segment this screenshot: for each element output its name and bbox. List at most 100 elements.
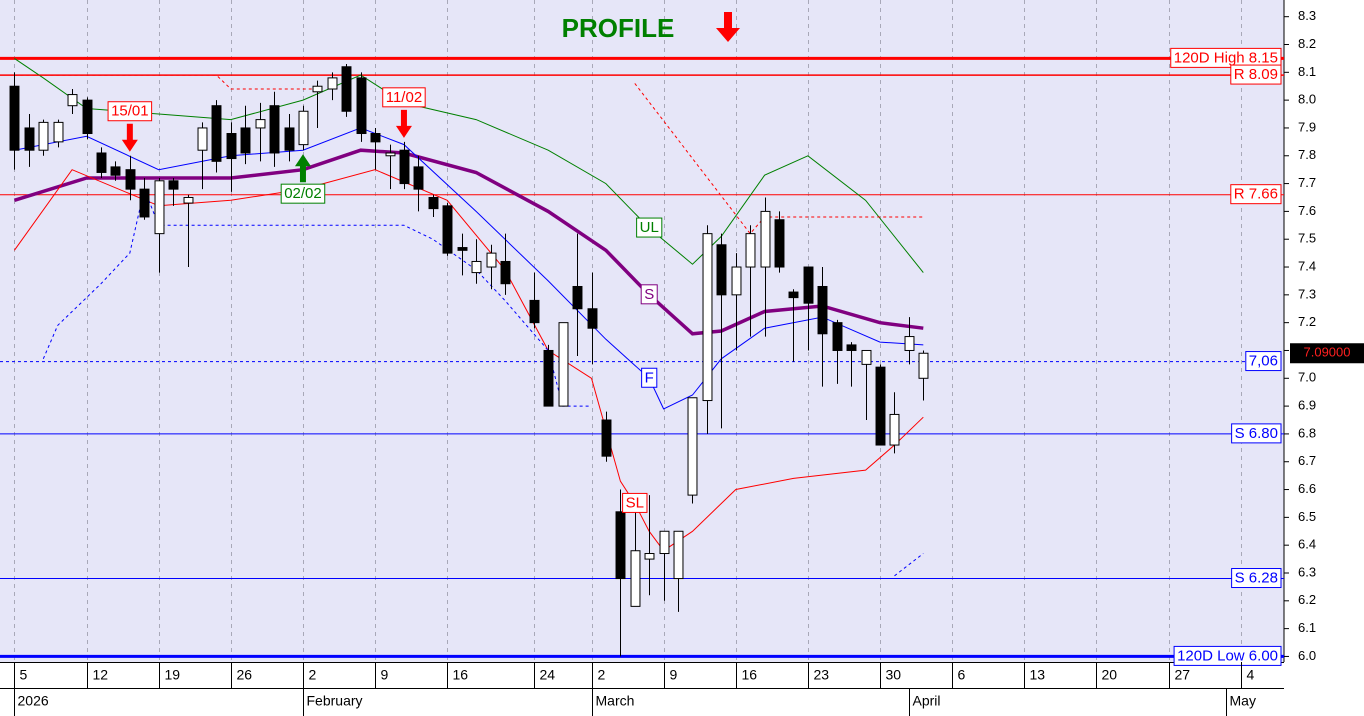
- candle-body: [875, 366, 886, 446]
- candle-body: [832, 322, 843, 351]
- level-label: S 6.80: [1235, 425, 1278, 442]
- candle-body: [139, 188, 150, 218]
- y-tick-label: 6.3: [1298, 564, 1316, 579]
- candle-body: [53, 121, 64, 143]
- series-label-box: [622, 492, 648, 513]
- candle-body: [125, 169, 136, 190]
- candle-body: [9, 85, 20, 151]
- y-tick-label: 8.3: [1298, 8, 1316, 23]
- series-label: SL: [626, 494, 644, 511]
- x-tick-label: 20: [1102, 667, 1118, 683]
- annotation-arrow: [294, 154, 311, 183]
- level-label-box: [1173, 645, 1282, 666]
- x-tick-label: 9: [381, 667, 389, 683]
- candle-body: [457, 247, 468, 251]
- candle-body: [82, 99, 93, 135]
- x-tick-label: 16: [742, 667, 758, 683]
- candle-body: [644, 553, 655, 560]
- level-label-box: [1231, 423, 1282, 444]
- title-arrow: [716, 12, 740, 42]
- annotation-label: 11/02: [386, 89, 422, 106]
- candle-body: [486, 252, 497, 268]
- chart-title: PROFILE: [562, 13, 675, 43]
- x-tick-label: 4: [1247, 667, 1255, 683]
- candle-body: [587, 308, 598, 329]
- candle-body: [731, 266, 742, 296]
- month-label: April: [913, 693, 941, 709]
- level-label: 120D High 8.15: [1174, 49, 1278, 66]
- series-label-box: [640, 284, 658, 305]
- candle-body: [702, 233, 713, 402]
- y-tick-label: 7.9: [1298, 119, 1316, 134]
- candle-body: [788, 291, 799, 299]
- y-tick-label: 7.5: [1298, 231, 1316, 246]
- candle-body: [413, 166, 424, 190]
- candle-body: [442, 205, 453, 254]
- candle-body: [183, 196, 194, 204]
- y-tick-label: 6.5: [1298, 509, 1316, 524]
- indicator-line: [13, 148, 924, 336]
- x-tick-label: 13: [1030, 667, 1046, 683]
- x-tick-label: 16: [453, 667, 469, 683]
- candle-body: [399, 149, 410, 185]
- y-tick-label: 8.1: [1298, 64, 1316, 79]
- candle-body: [543, 349, 554, 407]
- x-tick-label: 2: [309, 667, 317, 683]
- indicator-line: [42, 187, 924, 577]
- candle-body: [760, 210, 771, 268]
- y-tick-label: 6.0: [1298, 648, 1316, 663]
- series-label: UL: [640, 219, 659, 236]
- level-label: S 6.28: [1235, 570, 1278, 587]
- candle-body: [601, 419, 612, 457]
- annotation-arrow: [121, 123, 138, 152]
- level-label-box: [1231, 568, 1282, 589]
- candle-body: [370, 133, 381, 143]
- month-label: March: [596, 693, 635, 709]
- candle-body: [255, 119, 266, 129]
- candle-body: [211, 105, 222, 162]
- candle-body: [904, 336, 915, 351]
- y-tick-label: 6.8: [1298, 425, 1316, 440]
- y-tick-label: 7.4: [1298, 258, 1316, 273]
- candle-body: [341, 66, 352, 112]
- candle-body: [471, 260, 482, 274]
- y-tick-label: 7.6: [1298, 203, 1316, 218]
- level-label-box: [1245, 351, 1282, 372]
- x-tick-label: 5: [20, 667, 28, 683]
- annotation-label-box: [107, 101, 153, 122]
- candle-body: [327, 77, 338, 90]
- candle-body: [38, 121, 49, 151]
- indicator-line: [14, 74, 924, 235]
- candle-body: [110, 166, 121, 176]
- x-tick-label: 2: [598, 667, 606, 683]
- price-tag-box: [1290, 343, 1364, 364]
- annotations: UL S F SL 15/01 02/02 11/02: [107, 87, 663, 513]
- series-label-box: [636, 217, 663, 238]
- y-tick-label: 6.6: [1298, 481, 1316, 496]
- candle-body: [96, 152, 107, 173]
- candle-body: [356, 77, 367, 135]
- candle-body: [817, 285, 828, 335]
- candle-body: [529, 299, 540, 324]
- x-tick-label: 9: [670, 667, 678, 683]
- y-tick-label: 6.9: [1298, 398, 1316, 413]
- candle-body: [889, 413, 900, 446]
- month-label: May: [1230, 693, 1256, 709]
- candle-body: [659, 530, 670, 555]
- indicators: [13, 57, 924, 577]
- price-tag: 7.09000: [1304, 345, 1351, 360]
- candle-body: [572, 285, 583, 310]
- candle-body: [918, 352, 929, 379]
- annotation-label: 15/01: [111, 103, 149, 120]
- level-label: 120D Low 6.00: [1177, 647, 1278, 664]
- annotation-label-box: [382, 87, 426, 108]
- level-label-box: [1170, 47, 1282, 68]
- x-tick-label: 26: [237, 667, 253, 683]
- y-tick-label: 7.7: [1298, 175, 1316, 190]
- candle-body: [500, 260, 511, 285]
- candle-body: [803, 266, 814, 304]
- levels: 120D High 8.15R 8.09 R 7.66 7,06 S 6.80 S 6.…: [0, 47, 1284, 666]
- x-tick-label: 30: [886, 667, 902, 683]
